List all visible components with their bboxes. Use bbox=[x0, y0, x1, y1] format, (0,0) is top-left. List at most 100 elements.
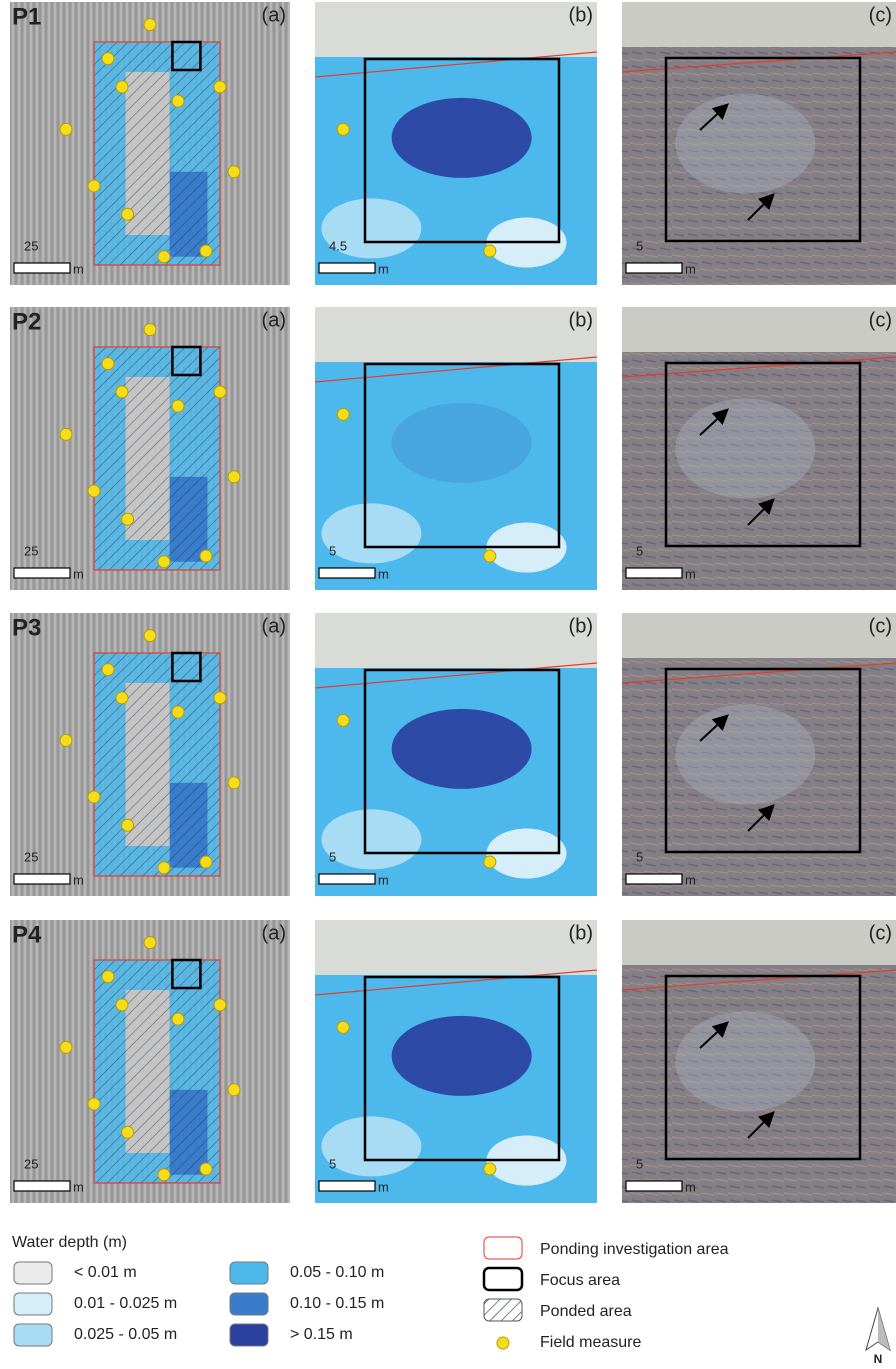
scale-unit: m bbox=[685, 872, 696, 887]
map-content bbox=[10, 920, 290, 1203]
row-label: P2 bbox=[12, 308, 41, 335]
map-content bbox=[10, 307, 290, 590]
north-label: N bbox=[874, 1352, 883, 1366]
field-measure bbox=[158, 251, 170, 263]
map-panel: (b)5m bbox=[315, 307, 597, 590]
scale-bar bbox=[319, 263, 375, 273]
scale-value: 25 bbox=[24, 238, 38, 253]
scale-unit: m bbox=[378, 261, 389, 276]
field-measure bbox=[88, 485, 100, 497]
bank bbox=[622, 307, 896, 352]
light-patch bbox=[321, 1116, 421, 1176]
scale-value: 4.5 bbox=[329, 238, 347, 253]
panel-tag: (c) bbox=[869, 922, 892, 944]
map-content bbox=[622, 613, 896, 896]
field-measure bbox=[144, 324, 156, 336]
map-panel: (c)5m bbox=[622, 613, 896, 896]
field-measure bbox=[116, 999, 128, 1011]
field-measure bbox=[102, 53, 114, 65]
field-measure bbox=[158, 1169, 170, 1181]
bank bbox=[315, 920, 597, 975]
field-measure bbox=[200, 245, 212, 257]
legend-investigation bbox=[484, 1237, 522, 1259]
panel-tag: (b) bbox=[569, 922, 593, 944]
scale-bar bbox=[626, 1181, 682, 1191]
map-content bbox=[315, 2, 597, 285]
field-measure bbox=[122, 208, 134, 220]
legend-label: > 0.15 m bbox=[290, 1326, 353, 1343]
legend-label: 0.025 - 0.05 m bbox=[74, 1326, 177, 1343]
map-content bbox=[10, 613, 290, 896]
scale-value: 25 bbox=[24, 543, 38, 558]
map-content bbox=[622, 920, 896, 1203]
wet-patch bbox=[675, 705, 815, 805]
legend-label: 0.10 - 0.15 m bbox=[290, 1295, 384, 1312]
field-measure bbox=[88, 791, 100, 803]
scale-value: 5 bbox=[329, 1156, 336, 1171]
field-measure bbox=[337, 123, 349, 135]
scale-bar bbox=[14, 568, 70, 578]
hatch bbox=[94, 960, 220, 1183]
map-content bbox=[315, 613, 597, 896]
scale-value: 25 bbox=[24, 1156, 38, 1171]
scale-value: 5 bbox=[329, 849, 336, 864]
scale-bar bbox=[626, 568, 682, 578]
scale-bar bbox=[319, 1181, 375, 1191]
field-measure bbox=[158, 556, 170, 568]
field-measure bbox=[214, 692, 226, 704]
map-panel: (c)5m bbox=[622, 2, 896, 285]
legend-label: Field measure bbox=[540, 1334, 641, 1351]
scale-value: 5 bbox=[636, 543, 643, 558]
field-measure bbox=[200, 550, 212, 562]
field-measure bbox=[102, 971, 114, 983]
field-measure bbox=[172, 400, 184, 412]
field-measure bbox=[484, 856, 496, 868]
field-measure bbox=[337, 714, 349, 726]
field-measure bbox=[116, 81, 128, 93]
panel-tag: (b) bbox=[569, 4, 593, 26]
field-measure bbox=[172, 95, 184, 107]
field-measure bbox=[60, 123, 72, 135]
figure: (a)25m(b)4.5m(c)5mP1(a)25m(b)5m(c)5mP2(a… bbox=[0, 0, 896, 1369]
wet-patch bbox=[675, 1012, 815, 1112]
map-content bbox=[315, 307, 597, 590]
field-measure bbox=[88, 180, 100, 192]
field-measure bbox=[102, 664, 114, 676]
hatch bbox=[94, 653, 220, 876]
map-panel: (b)5m bbox=[315, 920, 597, 1203]
map-panel: (a)25m bbox=[10, 307, 290, 590]
legend-swatch bbox=[230, 1293, 268, 1315]
scale-bar bbox=[14, 263, 70, 273]
deep-patch bbox=[392, 709, 532, 789]
legend-swatch bbox=[14, 1324, 52, 1346]
legend-swatch bbox=[230, 1324, 268, 1346]
panel-tag: (a) bbox=[262, 922, 286, 944]
legend-swatch bbox=[14, 1262, 52, 1284]
panel-tag: (c) bbox=[869, 309, 892, 331]
bank bbox=[622, 920, 896, 965]
field-measure bbox=[484, 1163, 496, 1175]
scale-unit: m bbox=[73, 566, 84, 581]
map-panel: (c)5m bbox=[622, 307, 896, 590]
bank bbox=[315, 2, 597, 57]
scale-bar bbox=[319, 874, 375, 884]
light-patch bbox=[321, 809, 421, 869]
field-measure bbox=[172, 706, 184, 718]
map-panel: (c)5m bbox=[622, 920, 896, 1203]
legend-label: Ponding investigation area bbox=[540, 1241, 729, 1258]
panel-tag: (a) bbox=[262, 615, 286, 637]
map-panel: (a)25m bbox=[10, 613, 290, 896]
legend-hatch bbox=[484, 1299, 522, 1321]
legend-focus bbox=[484, 1268, 522, 1290]
field-measure bbox=[144, 19, 156, 31]
deep-patch bbox=[392, 403, 532, 483]
map-content bbox=[622, 2, 896, 285]
field-measure bbox=[60, 1041, 72, 1053]
field-measure bbox=[214, 999, 226, 1011]
field-measure bbox=[102, 358, 114, 370]
scale-unit: m bbox=[685, 261, 696, 276]
light-patch bbox=[321, 503, 421, 563]
scale-unit: m bbox=[685, 1179, 696, 1194]
row-label: P4 bbox=[12, 921, 42, 948]
field-measure bbox=[200, 1163, 212, 1175]
